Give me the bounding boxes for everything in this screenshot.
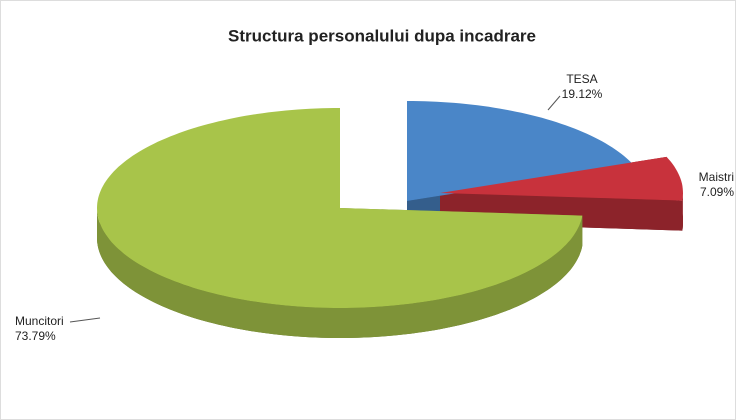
chart-title: Structura personalului dupa incadrare <box>228 26 536 45</box>
value-label: 7.09% <box>700 185 734 199</box>
category-label: Muncitori <box>15 314 64 328</box>
slice <box>97 108 583 308</box>
category-label: TESA <box>566 72 597 86</box>
value-label: 19.12% <box>562 87 603 101</box>
value-label: 73.79% <box>15 329 56 343</box>
slice <box>440 156 683 201</box>
slice-side <box>97 208 583 338</box>
slice-side <box>682 193 683 231</box>
leader-line <box>69 317 101 323</box>
category-label: Maistri <box>699 170 734 184</box>
leader-line <box>547 95 561 111</box>
slice <box>407 101 634 201</box>
